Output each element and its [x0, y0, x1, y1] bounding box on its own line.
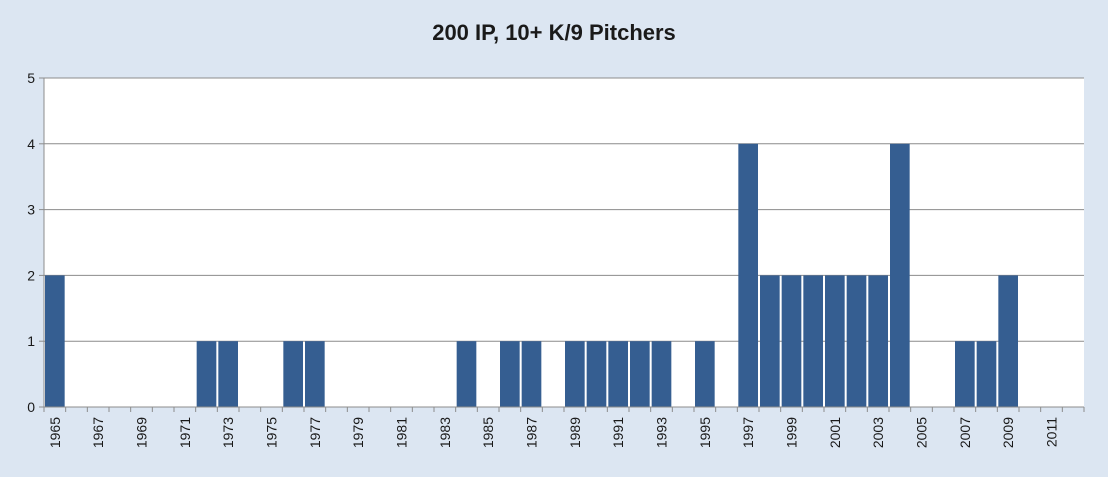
x-tick-label: 1985 — [480, 417, 496, 448]
bar-1992 — [630, 341, 650, 407]
x-tick-label: 1973 — [220, 417, 236, 448]
x-tick-label: 1993 — [654, 417, 670, 448]
plot-area — [44, 78, 1084, 407]
x-tick-label: 2001 — [827, 417, 843, 448]
bar-1995 — [695, 341, 715, 407]
y-tick-label: 2 — [27, 267, 35, 283]
x-tick-label: 2005 — [914, 417, 930, 448]
bar-2003 — [868, 275, 888, 407]
x-tick-label: 1967 — [90, 417, 106, 448]
x-tick-label: 1979 — [350, 417, 366, 448]
x-tick-label: 1965 — [47, 417, 63, 448]
bars — [45, 143, 1018, 408]
axes: 0 1 2 3 4 5 1965 1967 1969 1971 1973 1975 1977 1979 19… — [27, 70, 1085, 448]
x-tick-label: 2011 — [1044, 417, 1060, 447]
y-tick-label: 5 — [27, 70, 35, 86]
x-tick-label: 1975 — [264, 417, 280, 448]
x-tick-label: 1987 — [524, 417, 540, 448]
bar-1965 — [45, 275, 65, 407]
y-tick-label: 1 — [27, 333, 35, 349]
bar-1984 — [456, 341, 477, 407]
bar-1976 — [283, 341, 303, 407]
bar-2009 — [998, 275, 1018, 407]
bar-1999 — [781, 275, 802, 407]
y-tick-label: 4 — [27, 136, 35, 152]
bar-2008 — [976, 341, 997, 407]
bar-2002 — [846, 275, 867, 407]
bar-2001 — [825, 275, 845, 407]
x-tick-label: 1981 — [394, 417, 410, 448]
bar-1998 — [760, 275, 780, 407]
x-tick-label: 1977 — [307, 417, 323, 448]
x-tick-label: 2003 — [870, 417, 886, 448]
chart-title: 200 IP, 10+ K/9 Pitchers — [432, 20, 676, 45]
x-tick-label: 1983 — [437, 417, 453, 448]
bar-1997 — [738, 143, 758, 408]
bar-1989 — [565, 341, 585, 407]
y-tick-label: 0 — [27, 399, 35, 415]
x-tick-label: 1969 — [134, 417, 150, 448]
x-tick-label: 1989 — [567, 417, 583, 448]
gridlines — [44, 77, 1084, 342]
x-tick-label: 1991 — [610, 417, 626, 448]
x-tick-label: 1995 — [697, 417, 713, 448]
bar-1977 — [305, 341, 325, 407]
x-tick-label: 1999 — [784, 417, 800, 448]
bar-1991 — [608, 341, 628, 407]
x-tick-label: 1971 — [177, 417, 193, 448]
x-tick-label: 1997 — [740, 417, 756, 448]
x-tick-label: 2009 — [1000, 417, 1016, 448]
x-tick-label: 2007 — [957, 417, 973, 448]
bar-1993 — [651, 341, 672, 407]
bar-2004 — [890, 143, 910, 408]
bar-2007 — [955, 341, 975, 407]
bar-2000 — [803, 275, 823, 407]
bar-1990 — [586, 341, 607, 407]
bar-1987 — [521, 341, 542, 407]
bar-1986 — [500, 341, 520, 407]
bar-1972 — [196, 341, 217, 407]
bar-1973 — [218, 341, 238, 407]
y-tick-label: 3 — [27, 202, 35, 218]
